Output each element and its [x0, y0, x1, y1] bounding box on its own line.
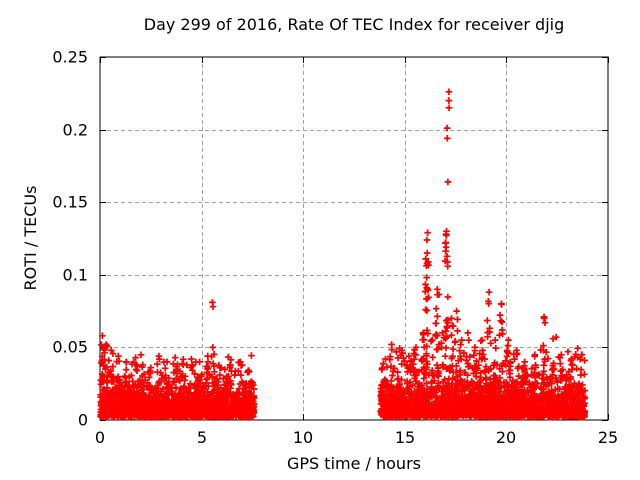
x-axis-label: GPS time / hours	[287, 454, 421, 473]
x-tick-label: 5	[197, 428, 207, 447]
grid-lines	[100, 57, 608, 420]
y-tick-label: 0.25	[52, 48, 88, 67]
x-tick-label: 15	[395, 428, 415, 447]
scatter-points-layer	[97, 88, 589, 421]
x-tick-label: 25	[598, 428, 618, 447]
grid-path	[100, 57, 608, 420]
axis-tick-labels: 0 5 10 15 20 25 0 0.05 0.1 0.15 0.2 0.25	[52, 48, 618, 448]
x-tick-label: 0	[95, 428, 105, 447]
y-tick-label: 0.15	[52, 193, 88, 212]
x-tick-label: 10	[293, 428, 313, 447]
y-tick-label: 0.2	[63, 121, 88, 140]
y-axis-label: ROTI / TECUs	[21, 186, 40, 291]
y-tick-label: 0.1	[63, 266, 88, 285]
scatter-points	[97, 88, 589, 421]
plot-border	[99, 56, 609, 421]
y-tick-label: 0	[78, 411, 88, 430]
x-tick-label: 20	[496, 428, 516, 447]
y-tick-label: 0.05	[52, 338, 88, 357]
chart-title: Day 299 of 2016, Rate Of TEC Index for r…	[144, 15, 564, 34]
